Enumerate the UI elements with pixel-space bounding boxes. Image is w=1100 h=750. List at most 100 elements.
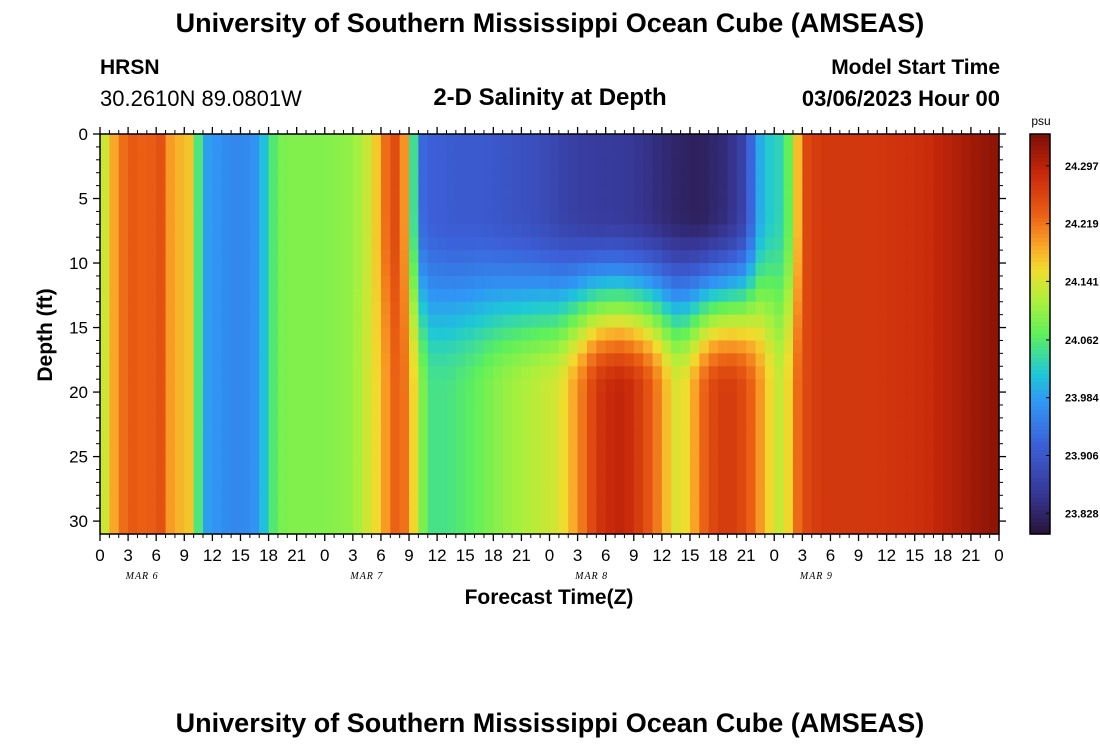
heatmap-cell: [989, 146, 1000, 161]
heatmap-cell: [708, 366, 719, 380]
heatmap-cell: [455, 508, 466, 522]
heatmap-cell: [146, 172, 157, 187]
heatmap-cell: [886, 172, 897, 187]
heatmap-cell: [324, 288, 335, 303]
heatmap-cell: [315, 314, 326, 329]
heatmap-cell: [521, 340, 532, 354]
heatmap-cell: [390, 301, 401, 316]
heatmap-cell: [390, 275, 401, 290]
heatmap-cell: [100, 237, 110, 251]
heatmap-cell: [352, 288, 363, 303]
heatmap-cell: [924, 379, 935, 393]
heatmap-cell: [568, 327, 579, 342]
heatmap-cell: [418, 211, 429, 225]
heatmap-cell: [137, 366, 148, 380]
heatmap-cell: [380, 327, 391, 342]
heatmap-cell: [474, 482, 485, 496]
heatmap-cell: [605, 366, 616, 380]
heatmap-cell: [549, 495, 560, 509]
heatmap-cell: [306, 353, 316, 367]
heatmap-cell: [849, 340, 860, 354]
heatmap-cell: [867, 224, 878, 238]
heatmap-cell: [708, 443, 719, 458]
heatmap-cell: [409, 404, 419, 419]
heatmap-cell: [558, 159, 569, 174]
heatmap-cell: [184, 508, 195, 522]
heatmap-cell: [231, 327, 242, 342]
heatmap-cell: [839, 366, 850, 380]
heatmap-cell: [615, 198, 626, 213]
heatmap-cell: [100, 430, 110, 445]
x-tick-label: 18: [484, 546, 503, 565]
heatmap-cell: [203, 211, 213, 225]
heatmap-cell: [699, 301, 710, 316]
heatmap-cell: [849, 224, 860, 238]
heatmap-cell: [895, 159, 906, 174]
heatmap-cell: [877, 146, 888, 161]
heatmap-cell: [671, 417, 682, 432]
heatmap-cell: [549, 482, 560, 496]
heatmap-cell: [755, 275, 766, 290]
heatmap-cell: [502, 224, 513, 238]
heatmap-cell: [277, 146, 288, 161]
heatmap-cell: [652, 392, 663, 406]
heatmap-cell: [174, 469, 185, 483]
heatmap-cell: [512, 172, 522, 187]
heatmap-cell: [970, 301, 981, 316]
heatmap-cell: [558, 288, 569, 303]
heatmap-cell: [343, 237, 354, 251]
heatmap-cell: [483, 417, 494, 432]
heatmap-cell: [989, 134, 1000, 148]
colorbar-segment: [1030, 386, 1050, 391]
heatmap-cell: [249, 288, 260, 303]
heatmap-cell: [792, 327, 803, 342]
heatmap-cell: [970, 134, 981, 148]
colorbar-segment: [1030, 358, 1050, 363]
colorbar-segment: [1030, 446, 1050, 451]
heatmap-cell: [961, 495, 972, 509]
heatmap-cell: [877, 159, 888, 174]
heatmap-cell: [989, 392, 1000, 406]
heatmap-cell: [708, 469, 719, 483]
heatmap-cell: [418, 417, 429, 432]
heatmap-cell: [558, 469, 569, 483]
heatmap-cell: [465, 314, 476, 329]
heatmap-cell: [905, 263, 916, 277]
heatmap-cell: [502, 134, 513, 148]
heatmap-cell: [521, 443, 532, 458]
heatmap-cell: [296, 366, 307, 380]
heatmap-cell: [128, 237, 139, 251]
heatmap-cell: [577, 288, 588, 303]
heatmap-cell: [942, 366, 953, 380]
heatmap-cell: [306, 134, 316, 148]
heatmap-cell: [306, 392, 316, 406]
heatmap-cell: [259, 456, 270, 471]
heatmap-cell: [746, 508, 757, 522]
heatmap-cell: [362, 495, 373, 509]
heatmap-cell: [427, 275, 438, 290]
heatmap-cell: [474, 275, 485, 290]
heatmap-cell: [231, 521, 242, 535]
heatmap-cell: [390, 392, 401, 406]
heatmap-cell: [858, 288, 869, 303]
heatmap-cell: [746, 301, 757, 316]
heatmap-cell: [530, 508, 541, 522]
heatmap-cell: [746, 172, 757, 187]
heatmap-cell: [736, 159, 747, 174]
heatmap-cell: [933, 327, 944, 342]
heatmap-cell: [867, 159, 878, 174]
heatmap-cell: [689, 443, 700, 458]
heatmap-cell: [699, 263, 710, 277]
heatmap-cell: [680, 198, 691, 213]
heatmap-cell: [989, 224, 1000, 238]
heatmap-cell: [858, 146, 869, 161]
heatmap-cell: [465, 508, 476, 522]
heatmap-cell: [390, 366, 401, 380]
heatmap-cell: [437, 250, 448, 264]
heatmap-cell: [512, 198, 522, 213]
heatmap-cell: [577, 366, 588, 380]
heatmap-cell: [352, 404, 363, 419]
heatmap-cell: [427, 263, 438, 277]
heatmap-cell: [980, 340, 991, 354]
colorbar-segment: [1030, 418, 1050, 423]
